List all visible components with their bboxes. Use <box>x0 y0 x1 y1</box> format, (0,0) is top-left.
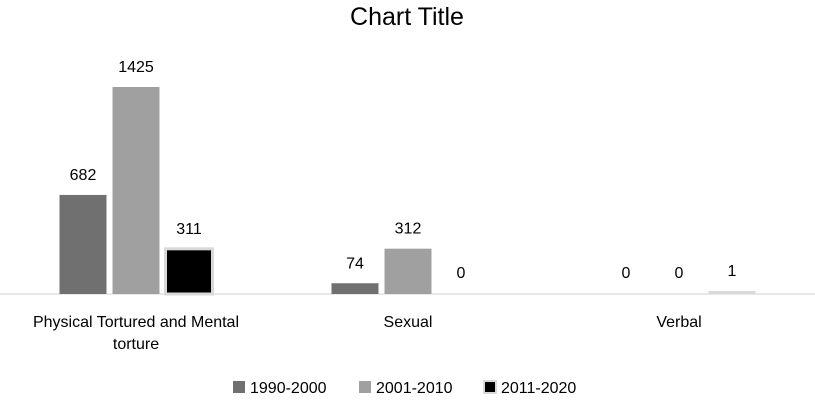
data-label-1990-2000-1: 74 <box>346 255 364 272</box>
data-label-2001-2010-2: 0 <box>675 265 684 282</box>
data-label-2001-2010-1: 312 <box>395 221 422 238</box>
data-label-2011-2020-0: 311 <box>176 221 202 238</box>
legend-swatch-2001-2010 <box>359 381 371 393</box>
legend-label-2001-2010: 2001-2010 <box>376 380 453 397</box>
bar-2011-2020-0 <box>164 247 214 296</box>
legend-label-1990-2000: 1990-2000 <box>250 380 327 397</box>
legend-swatch-1990-2000 <box>233 381 245 393</box>
category-label-0-1: torture <box>113 336 159 353</box>
category-label-0-0: Physical Tortured and Mental <box>33 314 239 331</box>
data-labels-layer: 682 1425 311 74 312 0 0 0 1 <box>70 59 737 282</box>
bar-2001-2010-1 <box>384 248 432 294</box>
bar-2001-2010-0 <box>112 87 160 294</box>
bar-2011-2020-2 <box>708 291 756 294</box>
bar-1990-2000-0 <box>59 194 107 294</box>
category-labels-layer: Physical Tortured and Mental torture Sexua… <box>33 314 702 353</box>
data-label-2001-2010-0: 1425 <box>118 59 154 76</box>
data-label-2011-2020-1: 0 <box>457 265 466 282</box>
data-label-1990-2000-0: 682 <box>70 167 97 184</box>
category-label-1-0: Sexual <box>384 314 433 331</box>
bar-1990-2000-1 <box>331 283 379 294</box>
legend-swatch-2011-2020 <box>483 380 497 394</box>
legend-label-2011-2020: 2011-2020 <box>501 380 576 397</box>
category-label-2-0: Verbal <box>656 314 701 331</box>
chart-title: Chart Title <box>350 3 464 31</box>
legend: 1990-2000 2001-2010 2011-2020 <box>233 380 576 397</box>
data-label-2011-2020-2: 1 <box>728 263 737 280</box>
data-label-1990-2000-2: 0 <box>622 265 631 282</box>
bars-layer <box>59 87 756 296</box>
